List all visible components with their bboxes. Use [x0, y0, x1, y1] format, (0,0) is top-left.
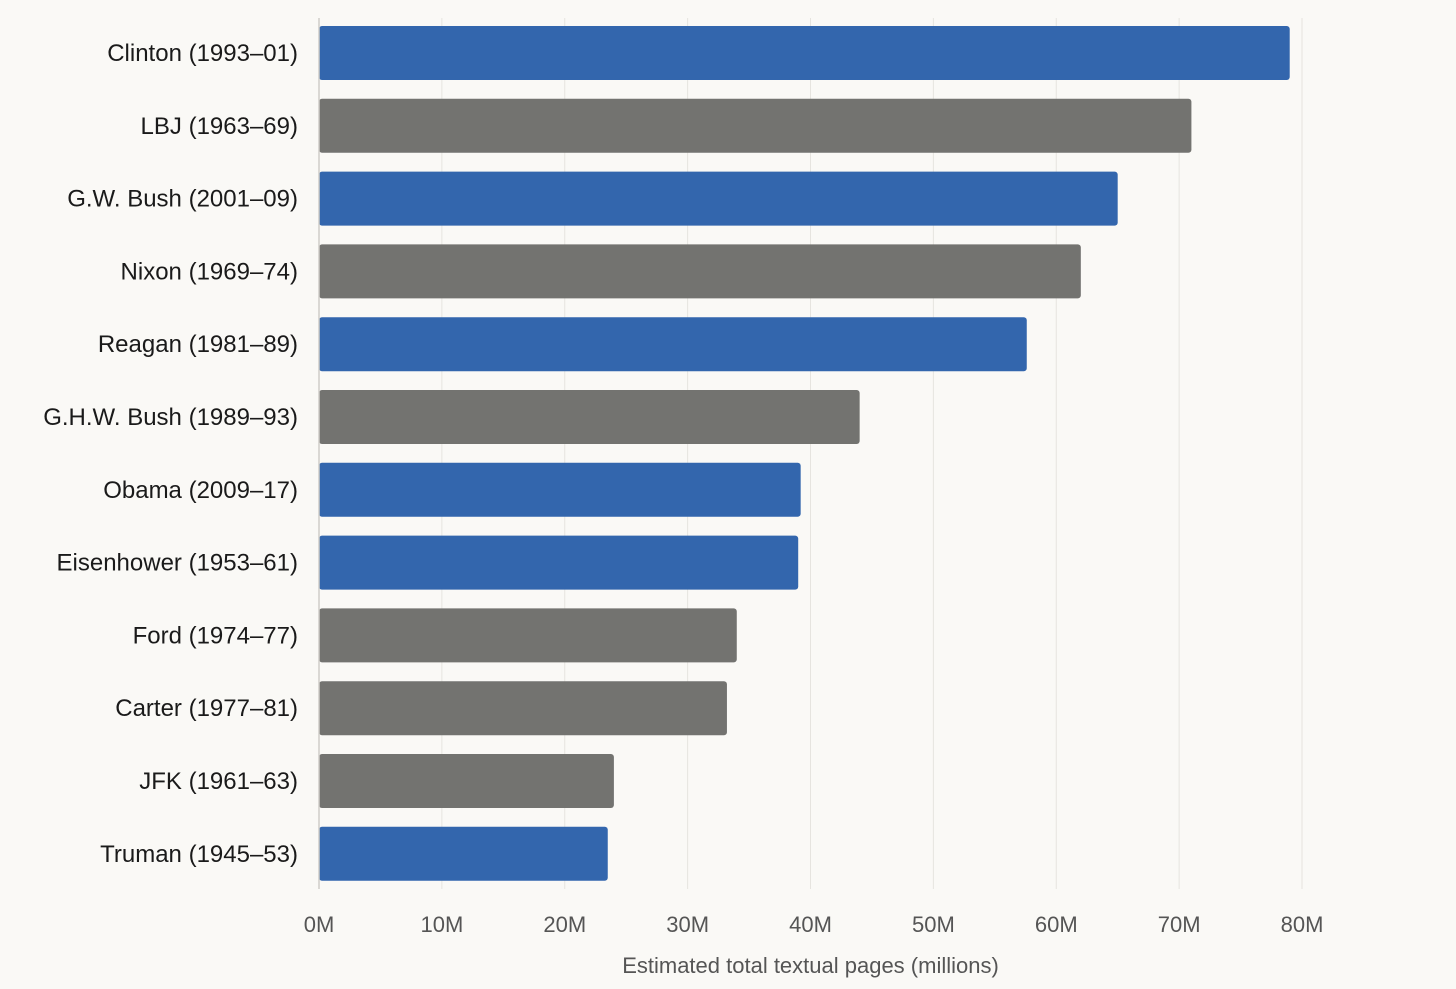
bar	[319, 171, 1118, 226]
x-tick-label: 70M	[1158, 912, 1201, 937]
category-label: Ford (1974–77)	[133, 622, 298, 649]
category-label: LBJ (1963–69)	[141, 113, 298, 140]
bar	[319, 390, 860, 444]
category-label: JFK (1961–63)	[139, 768, 298, 795]
x-tick-label: 80M	[1281, 912, 1324, 937]
bar	[319, 26, 1290, 80]
category-label: Reagan (1981–89)	[98, 331, 298, 358]
category-label: Nixon (1969–74)	[121, 258, 298, 285]
x-tick-label: 10M	[420, 912, 463, 937]
x-tick-labels: 0M 10M 20M 30M 40M 50M 60M 70M 80M	[304, 912, 1324, 937]
bar	[319, 826, 608, 881]
category-label: Clinton (1993–01)	[107, 40, 298, 67]
bar	[319, 98, 1192, 153]
bars	[319, 26, 1290, 881]
category-label: G.H.W. Bush (1989–93)	[43, 404, 298, 431]
bar	[319, 244, 1081, 299]
x-tick-label: 0M	[304, 912, 335, 937]
gridlines	[441, 18, 1303, 889]
bar	[319, 681, 727, 736]
x-tick-label: 30M	[666, 912, 709, 937]
bar	[319, 608, 737, 663]
bar	[319, 754, 614, 808]
bar	[319, 317, 1027, 372]
category-label: Carter (1977–81)	[115, 695, 298, 722]
category-label: Truman (1945–53)	[100, 841, 298, 868]
x-tick-label: 20M	[543, 912, 586, 937]
category-label: G.W. Bush (2001–09)	[67, 186, 298, 213]
category-label: Obama (2009–17)	[103, 477, 298, 504]
x-tick-label: 40M	[789, 912, 832, 937]
x-tick-label: 50M	[912, 912, 955, 937]
bar	[319, 462, 801, 517]
category-labels: Clinton (1993–01) LBJ (1963–69) G.W. Bush …	[43, 40, 298, 868]
x-axis-title: Estimated total textual pages (millions)	[622, 953, 999, 978]
category-label: Eisenhower (1953–61)	[57, 550, 299, 577]
bar	[319, 535, 799, 590]
x-tick-label: 60M	[1035, 912, 1078, 937]
